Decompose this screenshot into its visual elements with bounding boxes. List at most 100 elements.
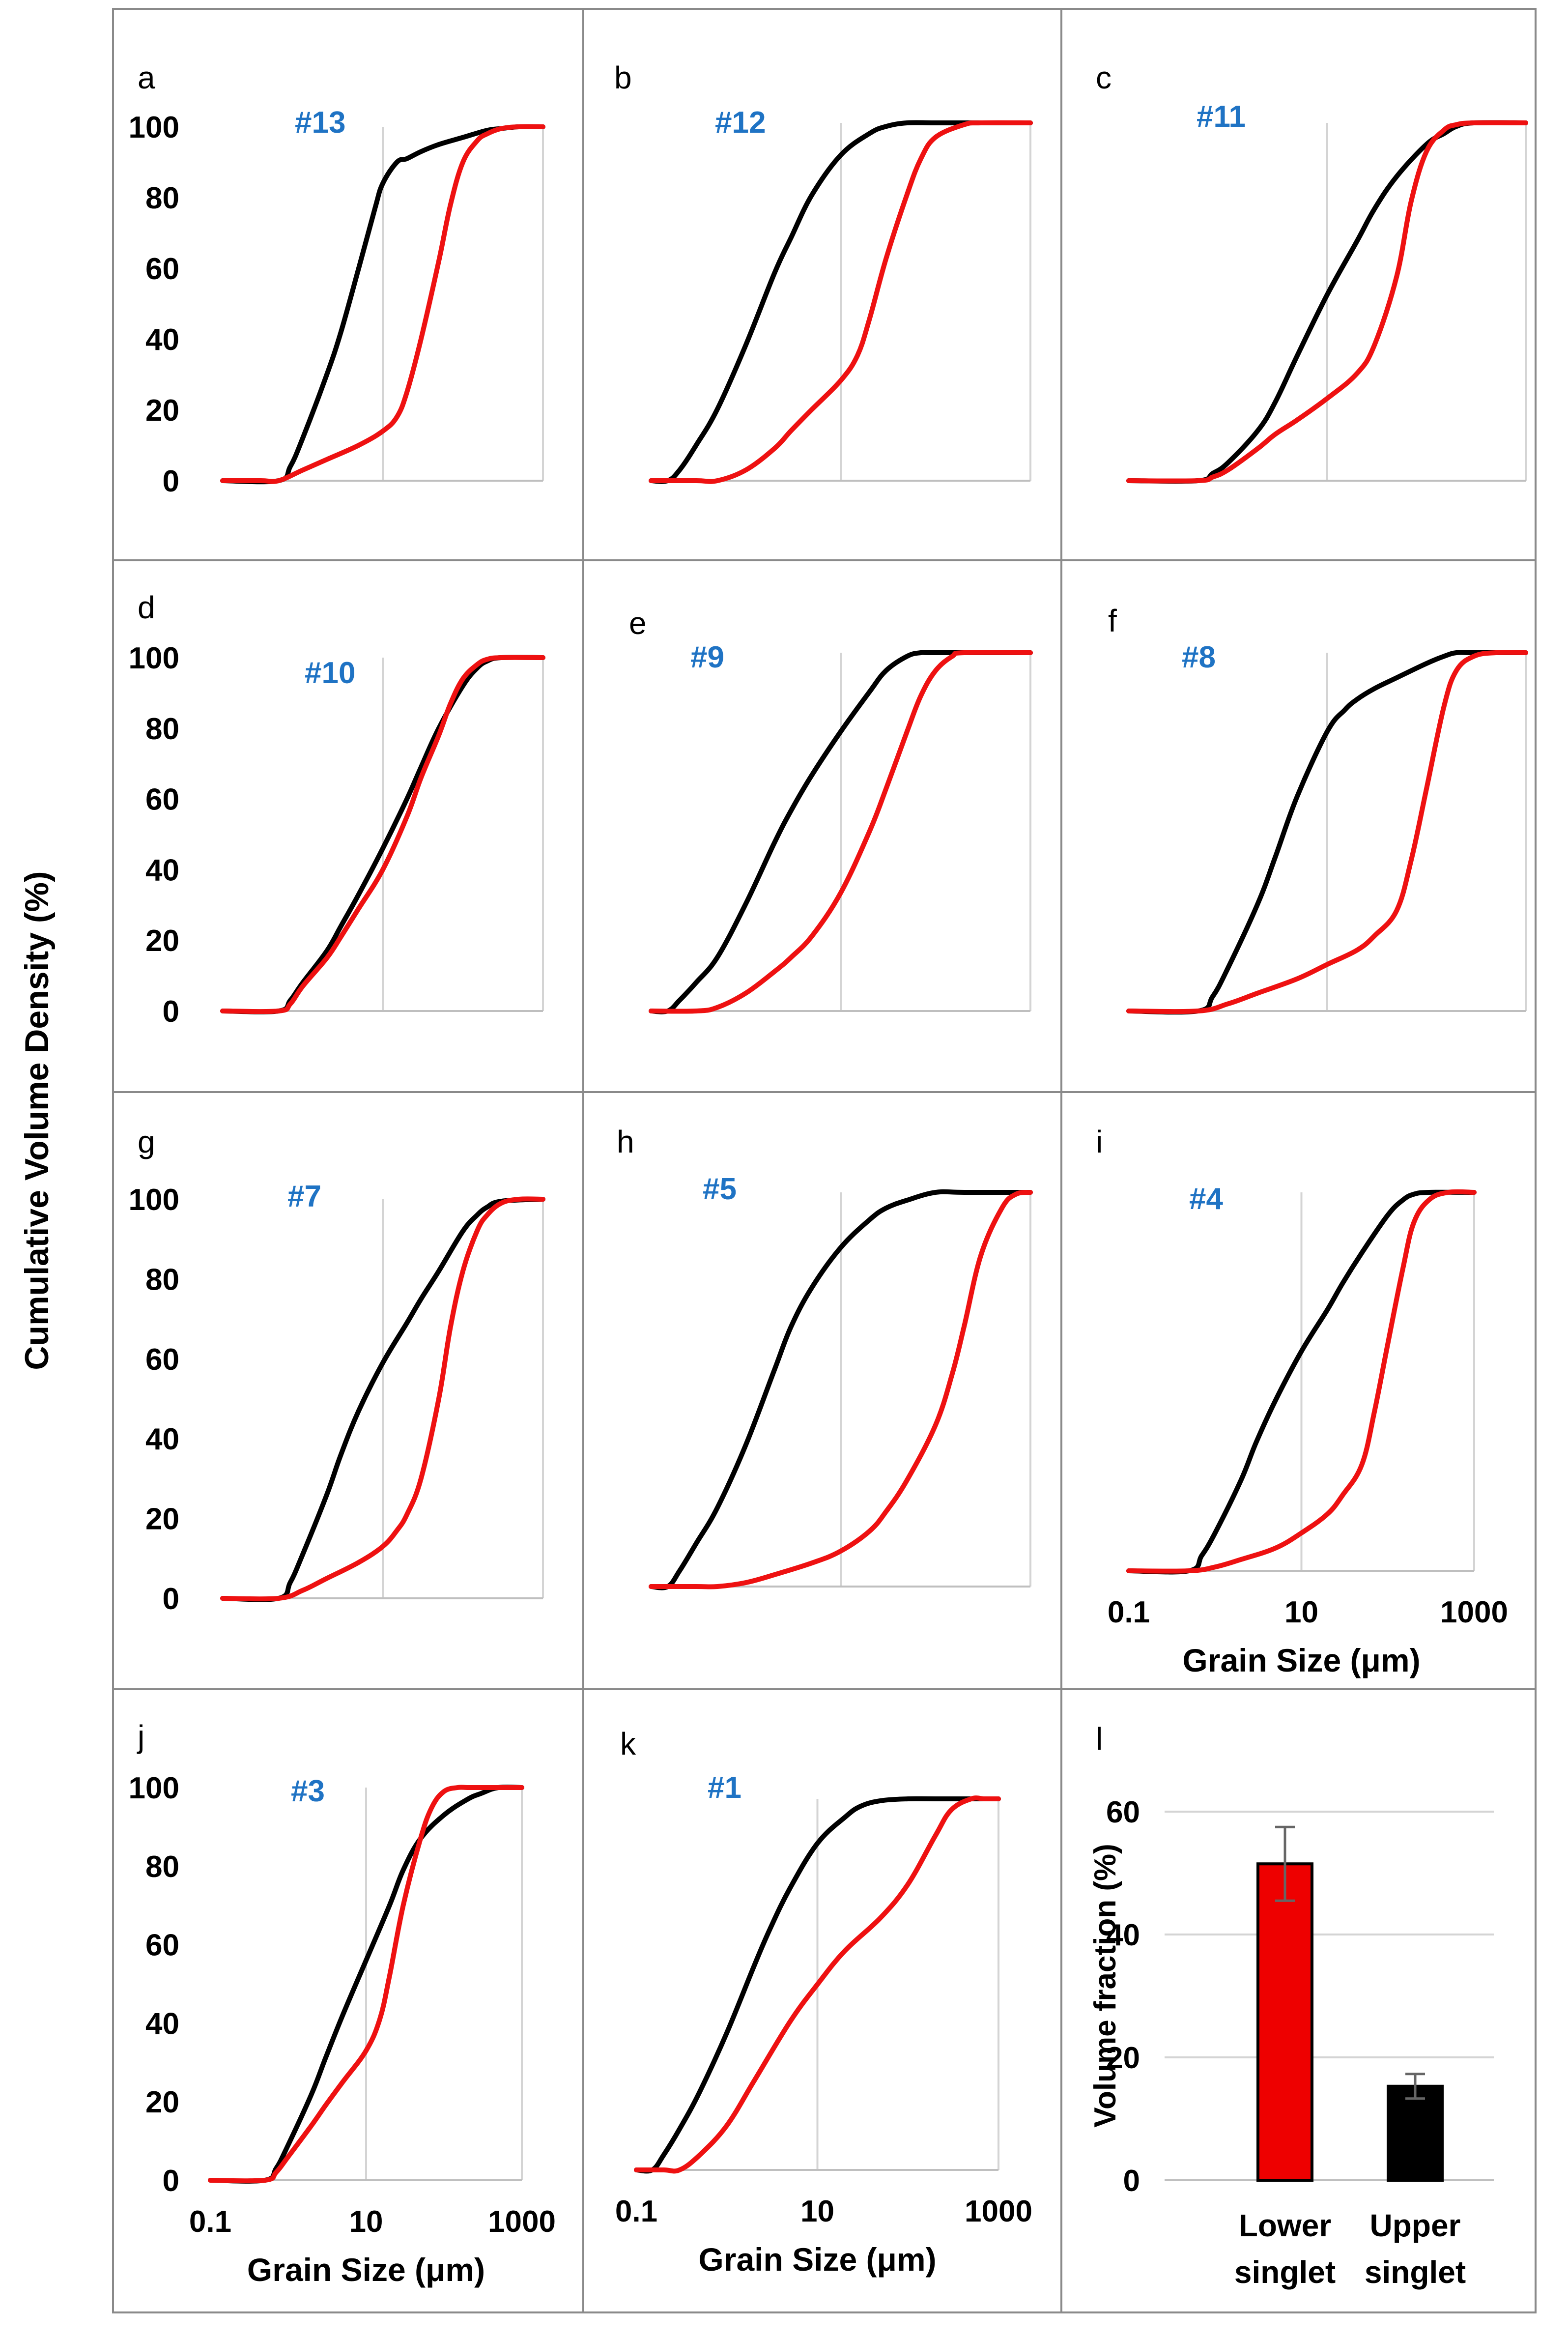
series-red-line bbox=[1126, 120, 1528, 484]
panel-i: i #4 0.1 10 1000 Grain Size (μm) bbox=[1096, 1124, 1508, 1678]
category-label: singlet bbox=[1234, 2254, 1336, 2290]
y-tick-label: 40 bbox=[145, 1422, 179, 1456]
panel-letter: f bbox=[1108, 603, 1117, 638]
panel-border bbox=[112, 1091, 584, 1690]
y-tick-label: 80 bbox=[145, 1850, 179, 1884]
sample-label: #13 bbox=[295, 106, 345, 140]
y-tick-label: 100 bbox=[129, 1183, 179, 1217]
sample-label: #8 bbox=[1182, 640, 1216, 674]
y-axis-label: Volume fraction (%) bbox=[1088, 1844, 1122, 2128]
y-tick-label: 20 bbox=[145, 924, 179, 958]
panel-b: b #12 bbox=[614, 60, 1033, 484]
series-red-line bbox=[220, 655, 545, 1014]
series-black-line bbox=[1126, 120, 1528, 484]
sample-label: #12 bbox=[715, 106, 766, 140]
series-red-line bbox=[220, 1196, 545, 1602]
y-tick-label: 20 bbox=[145, 2085, 179, 2119]
x-tick-label: 10 bbox=[349, 2205, 383, 2239]
category-label: Lower bbox=[1239, 2208, 1331, 2243]
y-tick-label: 60 bbox=[1106, 1795, 1140, 1829]
sample-label: #11 bbox=[1197, 100, 1246, 134]
y-tick-label: 40 bbox=[145, 323, 179, 357]
series-black-line bbox=[1126, 650, 1528, 1015]
y-tick-label: 20 bbox=[1106, 2041, 1140, 2075]
series-black-line bbox=[649, 1189, 1033, 1590]
category-label: Upper bbox=[1370, 2208, 1461, 2243]
y-tick-label: 60 bbox=[145, 783, 179, 817]
panel-border bbox=[582, 8, 1062, 561]
series-black-line bbox=[220, 1197, 545, 1602]
x-axis-label: Grain Size (μm) bbox=[247, 2252, 485, 2288]
y-tick-label: 20 bbox=[145, 1502, 179, 1536]
sample-label: #1 bbox=[708, 1771, 741, 1805]
error-bar bbox=[1405, 2073, 1425, 2100]
sample-label: #10 bbox=[305, 656, 355, 690]
error-bar bbox=[1275, 1825, 1295, 1902]
series-red-line bbox=[1126, 1189, 1477, 1574]
panel-c: c #11 bbox=[1096, 60, 1528, 484]
y-tick-label: 80 bbox=[145, 181, 179, 215]
panel-f: f #8 bbox=[1108, 603, 1528, 1015]
x-tick-label: 1000 bbox=[1440, 1595, 1508, 1629]
series-black-line bbox=[220, 124, 545, 485]
x-axis-label: Grain Size (μm) bbox=[698, 2241, 936, 2278]
panel-letter: g bbox=[138, 1124, 155, 1159]
panel-letter: l bbox=[1096, 1721, 1103, 1757]
y-tick-label: 0 bbox=[163, 2164, 179, 2198]
y-tick-label: 60 bbox=[145, 252, 179, 286]
panel-letter: a bbox=[138, 60, 155, 95]
panel-letter: e bbox=[629, 606, 647, 641]
series-red-line bbox=[1126, 650, 1528, 1014]
panels: a#13020406080100b#12c#11d#10020406080100… bbox=[112, 8, 1537, 2313]
sample-label: #7 bbox=[287, 1180, 321, 1213]
panel-letter: i bbox=[1096, 1124, 1103, 1159]
series-black-line bbox=[649, 120, 1033, 484]
panel-k: k #1 0.1 10 1000 Grain Size (μm) bbox=[615, 1726, 1032, 2278]
panel-letter: k bbox=[620, 1726, 636, 1761]
x-tick-label: 0.1 bbox=[189, 2205, 231, 2239]
category-label: singlet bbox=[1365, 2254, 1466, 2290]
panel-e: e #9 bbox=[629, 606, 1033, 1014]
series-red-line bbox=[649, 120, 1033, 484]
y-tick-label: 0 bbox=[163, 464, 179, 498]
sample-label: #3 bbox=[291, 1774, 325, 1808]
sample-label: #9 bbox=[690, 640, 724, 674]
bar-upper-singlet bbox=[1387, 2084, 1444, 2182]
y-tick-label: 80 bbox=[145, 1263, 179, 1297]
x-axis-label: Grain Size (μm) bbox=[1182, 1642, 1420, 1678]
panel-border bbox=[112, 8, 584, 561]
panel-letter: b bbox=[614, 60, 632, 95]
y-tick-label: 60 bbox=[145, 1343, 179, 1377]
global-y-axis-label: Cumulative Volume Density (%) bbox=[18, 871, 56, 1370]
y-tick-label: 0 bbox=[163, 1582, 179, 1616]
y-tick-label: 20 bbox=[145, 394, 179, 428]
y-tick-label: 80 bbox=[145, 712, 179, 746]
panel-letter: d bbox=[138, 590, 155, 625]
panel-borders bbox=[112, 8, 1537, 2313]
bar-lower-singlet bbox=[1256, 1862, 1313, 2182]
panel-h: h #5 bbox=[617, 1124, 1033, 1590]
panel-border bbox=[582, 1091, 1062, 1690]
y-tick-label: 100 bbox=[129, 641, 179, 675]
series-red-line bbox=[220, 124, 545, 484]
x-tick-label: 1000 bbox=[965, 2195, 1032, 2228]
sample-label: #5 bbox=[703, 1172, 737, 1206]
series-black-line bbox=[208, 1785, 524, 2184]
y-tick-label: 0 bbox=[1123, 2164, 1140, 2198]
panel-a: a #13 0 20 40 60 80 100 bbox=[129, 60, 545, 498]
series-black-line bbox=[634, 1796, 1001, 2174]
series-red-line bbox=[649, 1190, 1033, 1589]
y-tick-label: 0 bbox=[163, 995, 179, 1029]
x-tick-label: 1000 bbox=[488, 2205, 556, 2239]
series-black-line bbox=[649, 650, 1033, 1014]
x-tick-label: 0.1 bbox=[615, 2195, 657, 2228]
series-red-line bbox=[634, 1795, 1001, 2174]
panel-letter: h bbox=[617, 1124, 634, 1159]
panel-l: l 0 20 40 60 Volume fraction (%) Lower singlet U… bbox=[1088, 1721, 1494, 2290]
panel-d: d #10 0 20 40 60 80 100 bbox=[129, 590, 545, 1029]
y-tick-label: 40 bbox=[1106, 1918, 1140, 1952]
y-tick-label: 100 bbox=[129, 1771, 179, 1805]
y-tick-label: 40 bbox=[145, 853, 179, 887]
